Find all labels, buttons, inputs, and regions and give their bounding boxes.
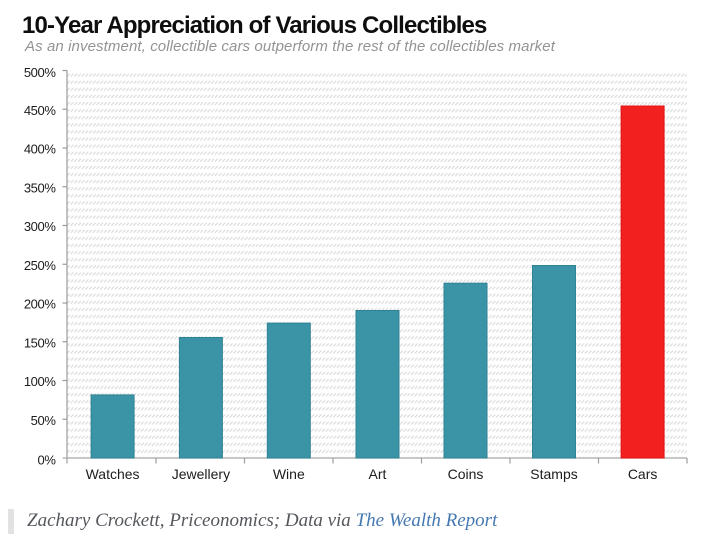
svg-text:300%: 300% [24, 219, 56, 234]
svg-text:100%: 100% [24, 374, 56, 389]
svg-text:500%: 500% [24, 65, 56, 80]
svg-text:Coins: Coins [448, 466, 484, 482]
svg-text:0%: 0% [38, 453, 57, 468]
svg-text:350%: 350% [24, 180, 56, 195]
svg-text:Jewellery: Jewellery [172, 466, 230, 482]
svg-text:400%: 400% [24, 142, 56, 157]
svg-text:Watches: Watches [86, 466, 140, 482]
svg-text:50%: 50% [31, 413, 57, 428]
svg-text:450%: 450% [24, 103, 56, 118]
svg-text:150%: 150% [24, 335, 56, 350]
svg-text:Art: Art [369, 466, 387, 482]
svg-text:250%: 250% [24, 258, 56, 273]
svg-text:Cars: Cars [628, 466, 658, 482]
svg-text:Wine: Wine [273, 466, 305, 482]
svg-text:Stamps: Stamps [530, 466, 577, 482]
svg-text:200%: 200% [24, 297, 56, 312]
